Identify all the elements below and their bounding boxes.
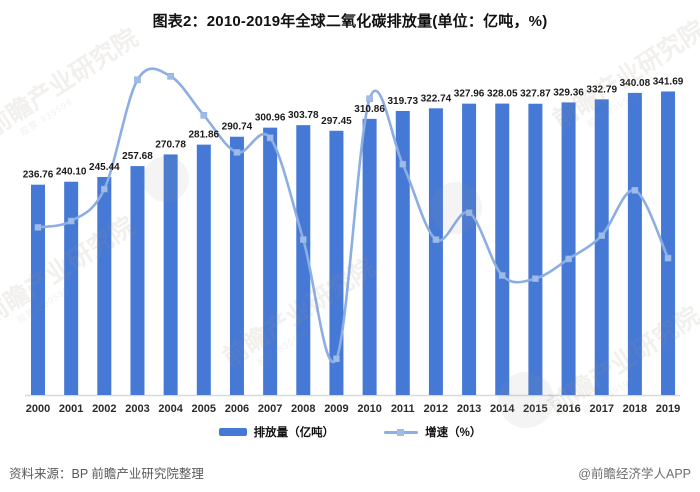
bar-value-label: 332.79 [586, 84, 617, 95]
growth-line-marker [565, 255, 572, 263]
emission-bar [31, 184, 45, 395]
growth-line-marker [299, 236, 307, 243]
emission-bar [196, 144, 211, 395]
bar-value-label: 340.08 [620, 78, 651, 89]
bar-series-swatch-icon [218, 428, 247, 436]
bar-value-label: 270.78 [155, 139, 186, 150]
x-axis-label: 2017 [589, 403, 613, 415]
growth-line-marker [532, 275, 539, 282]
x-axis-label: 2009 [324, 403, 348, 415]
emission-bar [395, 110, 410, 395]
emission-bar [495, 103, 510, 395]
growth-line-marker [333, 355, 340, 363]
chart-title: 图表2：2010-2019年全球二氧化碳排放量(单位：亿吨，%) [152, 13, 548, 30]
x-axis-label: 2016 [556, 403, 580, 415]
x-axis-label: 2010 [357, 403, 381, 415]
x-axis-label: 2003 [125, 403, 149, 415]
growth-line-marker [134, 76, 141, 84]
growth-line-marker [200, 112, 208, 119]
bar-value-label: 329.36 [553, 87, 584, 98]
emission-bar [561, 102, 576, 395]
bar-value-label: 236.76 [23, 170, 54, 181]
growth-line-marker [34, 224, 42, 231]
growth-line-marker [67, 217, 75, 225]
emission-bar [97, 176, 112, 395]
emission-bar [627, 92, 642, 396]
x-axis-label: 2005 [192, 403, 216, 415]
growth-line-marker [498, 272, 506, 279]
growth-line-marker [598, 232, 606, 239]
emission-bar [329, 130, 344, 395]
growth-line-marker [101, 185, 108, 193]
bar-value-label: 327.96 [454, 89, 485, 100]
bar-value-label: 297.45 [321, 116, 352, 127]
x-axis-label: 2002 [92, 403, 116, 415]
growth-rate-line [36, 67, 670, 364]
growth-line-marker [432, 236, 440, 243]
bar-value-label: 281.86 [189, 130, 220, 141]
emission-bar [64, 181, 79, 395]
growth-line-marker [664, 254, 672, 262]
co2-emissions-bar-line-chart: 236.76 240.10 245.44257.68270.78281.86290.… [23, 67, 684, 415]
chart-legend: 排放量（亿吨） 增速（%） [0, 424, 700, 440]
emission-bar [594, 99, 609, 396]
growth-line-marker [631, 186, 639, 194]
bar-value-label: 341.69 [653, 76, 684, 87]
legend-label-emissions: 排放量（亿吨） [253, 427, 335, 439]
emission-bar [229, 136, 244, 395]
legend-label-growth: 增速（%） [425, 427, 482, 439]
emission-bar [528, 103, 543, 395]
bar-value-label: 310.86 [354, 104, 385, 115]
bar-value-label: 319.73 [387, 96, 418, 107]
growth-line-marker [366, 95, 373, 103]
emission-bar [428, 108, 443, 395]
x-axis-label: 2007 [258, 403, 282, 415]
x-axis-label: 2000 [26, 403, 50, 415]
emission-bar [462, 103, 477, 395]
emission-bar [163, 154, 178, 395]
publisher-credit: @前瞻经济学人APP [578, 467, 691, 481]
x-axis-label: 2012 [424, 403, 448, 415]
bar-value-label: 245.44 [89, 162, 120, 173]
x-axis-label: 2015 [523, 403, 547, 415]
bar-value-label: 328.05 [487, 89, 518, 100]
line-series-swatch-icon [384, 428, 419, 437]
legend-item-growth: 增速（%） [384, 424, 481, 440]
bar-value-label: 303.78 [288, 110, 319, 121]
x-axis-label: 2019 [656, 403, 680, 415]
bar-value-label: 257.68 [122, 151, 153, 162]
growth-line-marker [167, 72, 174, 80]
growth-line-marker [465, 209, 473, 217]
x-axis-label: 2001 [59, 403, 83, 415]
growth-line-marker [233, 149, 241, 156]
emission-bar [296, 125, 311, 396]
x-axis-label: 2014 [490, 403, 515, 415]
x-axis-label: 2008 [291, 403, 315, 415]
x-axis-label: 2006 [225, 403, 249, 415]
bar-value-label: 322.74 [421, 93, 452, 104]
bar-value-label: 240.10 [56, 167, 87, 178]
emission-bar [362, 118, 377, 395]
emission-bar [130, 166, 145, 395]
legend-item-emissions: 排放量（亿吨） [218, 424, 335, 440]
bar-value-label: 327.87 [520, 89, 551, 100]
bar-value-label: 300.96 [255, 113, 286, 124]
emission-bar [661, 91, 676, 396]
x-axis-label: 2011 [391, 403, 415, 415]
x-axis-label: 2004 [158, 403, 183, 415]
bar-value-label: 290.74 [222, 122, 253, 133]
x-axis-label: 2013 [457, 403, 481, 415]
emission-bar [263, 127, 278, 395]
footer: 资料来源：BP 前瞻产业研究院整理 @前瞻经济学人APP [0, 463, 700, 482]
growth-line-marker [266, 134, 274, 142]
x-axis-label: 2018 [623, 403, 647, 415]
source-note: 资料来源：BP 前瞻产业研究院整理 [9, 467, 204, 481]
growth-line-marker [399, 160, 407, 168]
